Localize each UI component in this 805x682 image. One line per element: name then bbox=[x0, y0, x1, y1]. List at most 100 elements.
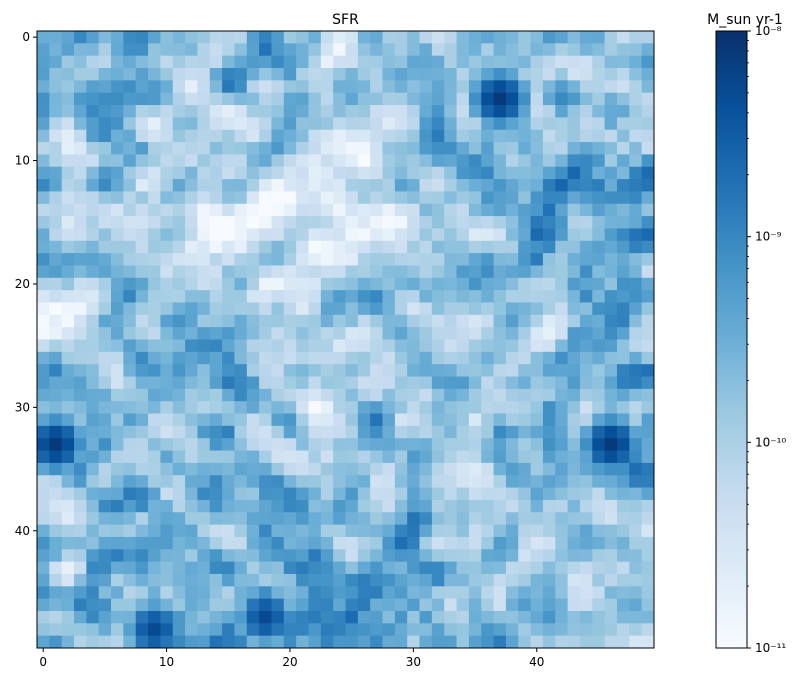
heatmap-cell bbox=[444, 142, 457, 155]
heatmap-cell bbox=[86, 586, 100, 600]
heatmap-cell bbox=[234, 610, 248, 624]
heatmap-cell bbox=[604, 462, 618, 476]
heatmap-cell bbox=[197, 203, 211, 217]
heatmap-cell bbox=[382, 80, 396, 94]
heatmap-cell bbox=[86, 253, 100, 266]
heatmap-cell bbox=[604, 80, 618, 94]
heatmap-cell bbox=[456, 364, 470, 377]
heatmap-cell bbox=[641, 68, 655, 81]
heatmap-cell bbox=[234, 290, 248, 303]
heatmap-cell bbox=[123, 512, 137, 525]
heatmap-cell bbox=[246, 351, 260, 365]
heatmap-cell bbox=[296, 68, 309, 81]
heatmap-cell bbox=[345, 512, 359, 525]
heatmap-cell bbox=[493, 635, 507, 649]
heatmap-cell bbox=[407, 487, 420, 501]
heatmap-cell bbox=[246, 240, 260, 254]
heatmap-cell bbox=[98, 105, 112, 118]
heatmap-cell bbox=[444, 327, 457, 340]
heatmap-cell bbox=[222, 203, 235, 217]
heatmap-cell bbox=[592, 351, 606, 365]
heatmap-cell bbox=[493, 487, 507, 501]
heatmap-cell bbox=[209, 487, 223, 501]
heatmap-cell bbox=[86, 610, 100, 624]
heatmap-cell bbox=[629, 314, 643, 328]
heatmap-cell bbox=[86, 351, 100, 365]
heatmap-cell bbox=[283, 302, 297, 316]
heatmap-cell bbox=[641, 376, 655, 390]
heatmap-cell bbox=[234, 277, 248, 291]
heatmap-cell bbox=[345, 55, 359, 69]
heatmap-cell bbox=[135, 438, 149, 451]
heatmap-cell bbox=[209, 573, 223, 587]
heatmap-cell bbox=[61, 327, 75, 340]
heatmap-cell bbox=[74, 228, 87, 242]
heatmap-cell bbox=[555, 425, 569, 439]
heatmap-cell bbox=[320, 166, 334, 180]
heatmap-cell bbox=[382, 43, 396, 57]
heatmap-cell bbox=[530, 425, 544, 439]
heatmap-cell bbox=[641, 499, 655, 513]
heatmap-cell bbox=[370, 290, 383, 303]
heatmap-cell bbox=[407, 475, 420, 488]
heatmap-cell bbox=[542, 586, 556, 600]
heatmap-cell bbox=[407, 191, 420, 205]
heatmap-cell bbox=[567, 536, 581, 550]
heatmap-cell bbox=[308, 339, 322, 353]
heatmap-cell bbox=[222, 228, 235, 242]
heatmap-cell bbox=[222, 31, 235, 44]
heatmap-cell bbox=[246, 450, 260, 464]
heatmap-cell bbox=[481, 549, 494, 563]
heatmap-cell bbox=[431, 80, 445, 94]
heatmap-cell bbox=[530, 314, 544, 328]
heatmap-cell bbox=[407, 512, 420, 525]
heatmap-cell bbox=[98, 401, 112, 414]
heatmap-cell bbox=[592, 290, 606, 303]
heatmap-cell bbox=[604, 191, 618, 205]
heatmap-cell bbox=[271, 92, 285, 106]
heatmap-cell bbox=[246, 413, 260, 427]
heatmap-cell bbox=[333, 499, 346, 513]
heatmap-cell bbox=[111, 203, 124, 217]
heatmap-cell bbox=[407, 401, 420, 414]
heatmap-cell bbox=[197, 142, 211, 155]
heatmap-cell bbox=[259, 450, 272, 464]
heatmap-cell bbox=[444, 253, 457, 266]
heatmap-cell bbox=[555, 240, 569, 254]
heatmap-cell bbox=[382, 610, 396, 624]
heatmap-cell bbox=[456, 376, 470, 390]
heatmap-cell bbox=[271, 277, 285, 291]
heatmap-cell bbox=[259, 376, 272, 390]
heatmap-cell bbox=[74, 388, 87, 402]
heatmap-cell bbox=[542, 499, 556, 513]
heatmap-cell bbox=[518, 499, 531, 513]
heatmap-cell bbox=[259, 31, 272, 44]
heatmap-cell bbox=[160, 68, 174, 81]
heatmap-cell bbox=[468, 68, 482, 81]
heatmap-cell bbox=[530, 105, 544, 118]
heatmap-cell bbox=[579, 154, 593, 168]
heatmap-cell bbox=[468, 142, 482, 155]
heatmap-cell bbox=[49, 475, 63, 488]
heatmap-cell bbox=[579, 462, 593, 476]
heatmap-cell bbox=[135, 401, 149, 414]
heatmap-cell bbox=[345, 43, 359, 57]
heatmap-cell bbox=[259, 142, 272, 155]
heatmap-cell bbox=[616, 475, 630, 488]
heatmap-cell bbox=[604, 413, 618, 427]
heatmap-cell bbox=[283, 450, 297, 464]
heatmap-cell bbox=[345, 302, 359, 316]
heatmap-cell bbox=[567, 549, 581, 563]
y-tick-label: 30 bbox=[15, 400, 30, 414]
heatmap-cell bbox=[308, 290, 322, 303]
heatmap-cell bbox=[542, 413, 556, 427]
heatmap-cell bbox=[579, 351, 593, 365]
heatmap-cell bbox=[222, 290, 235, 303]
heatmap-cell bbox=[49, 524, 63, 538]
heatmap-cell bbox=[493, 302, 507, 316]
heatmap-cell bbox=[481, 166, 494, 180]
heatmap-cell bbox=[431, 43, 445, 57]
heatmap-cell bbox=[148, 253, 161, 266]
heatmap-cell bbox=[505, 462, 519, 476]
heatmap-cell bbox=[456, 586, 470, 600]
